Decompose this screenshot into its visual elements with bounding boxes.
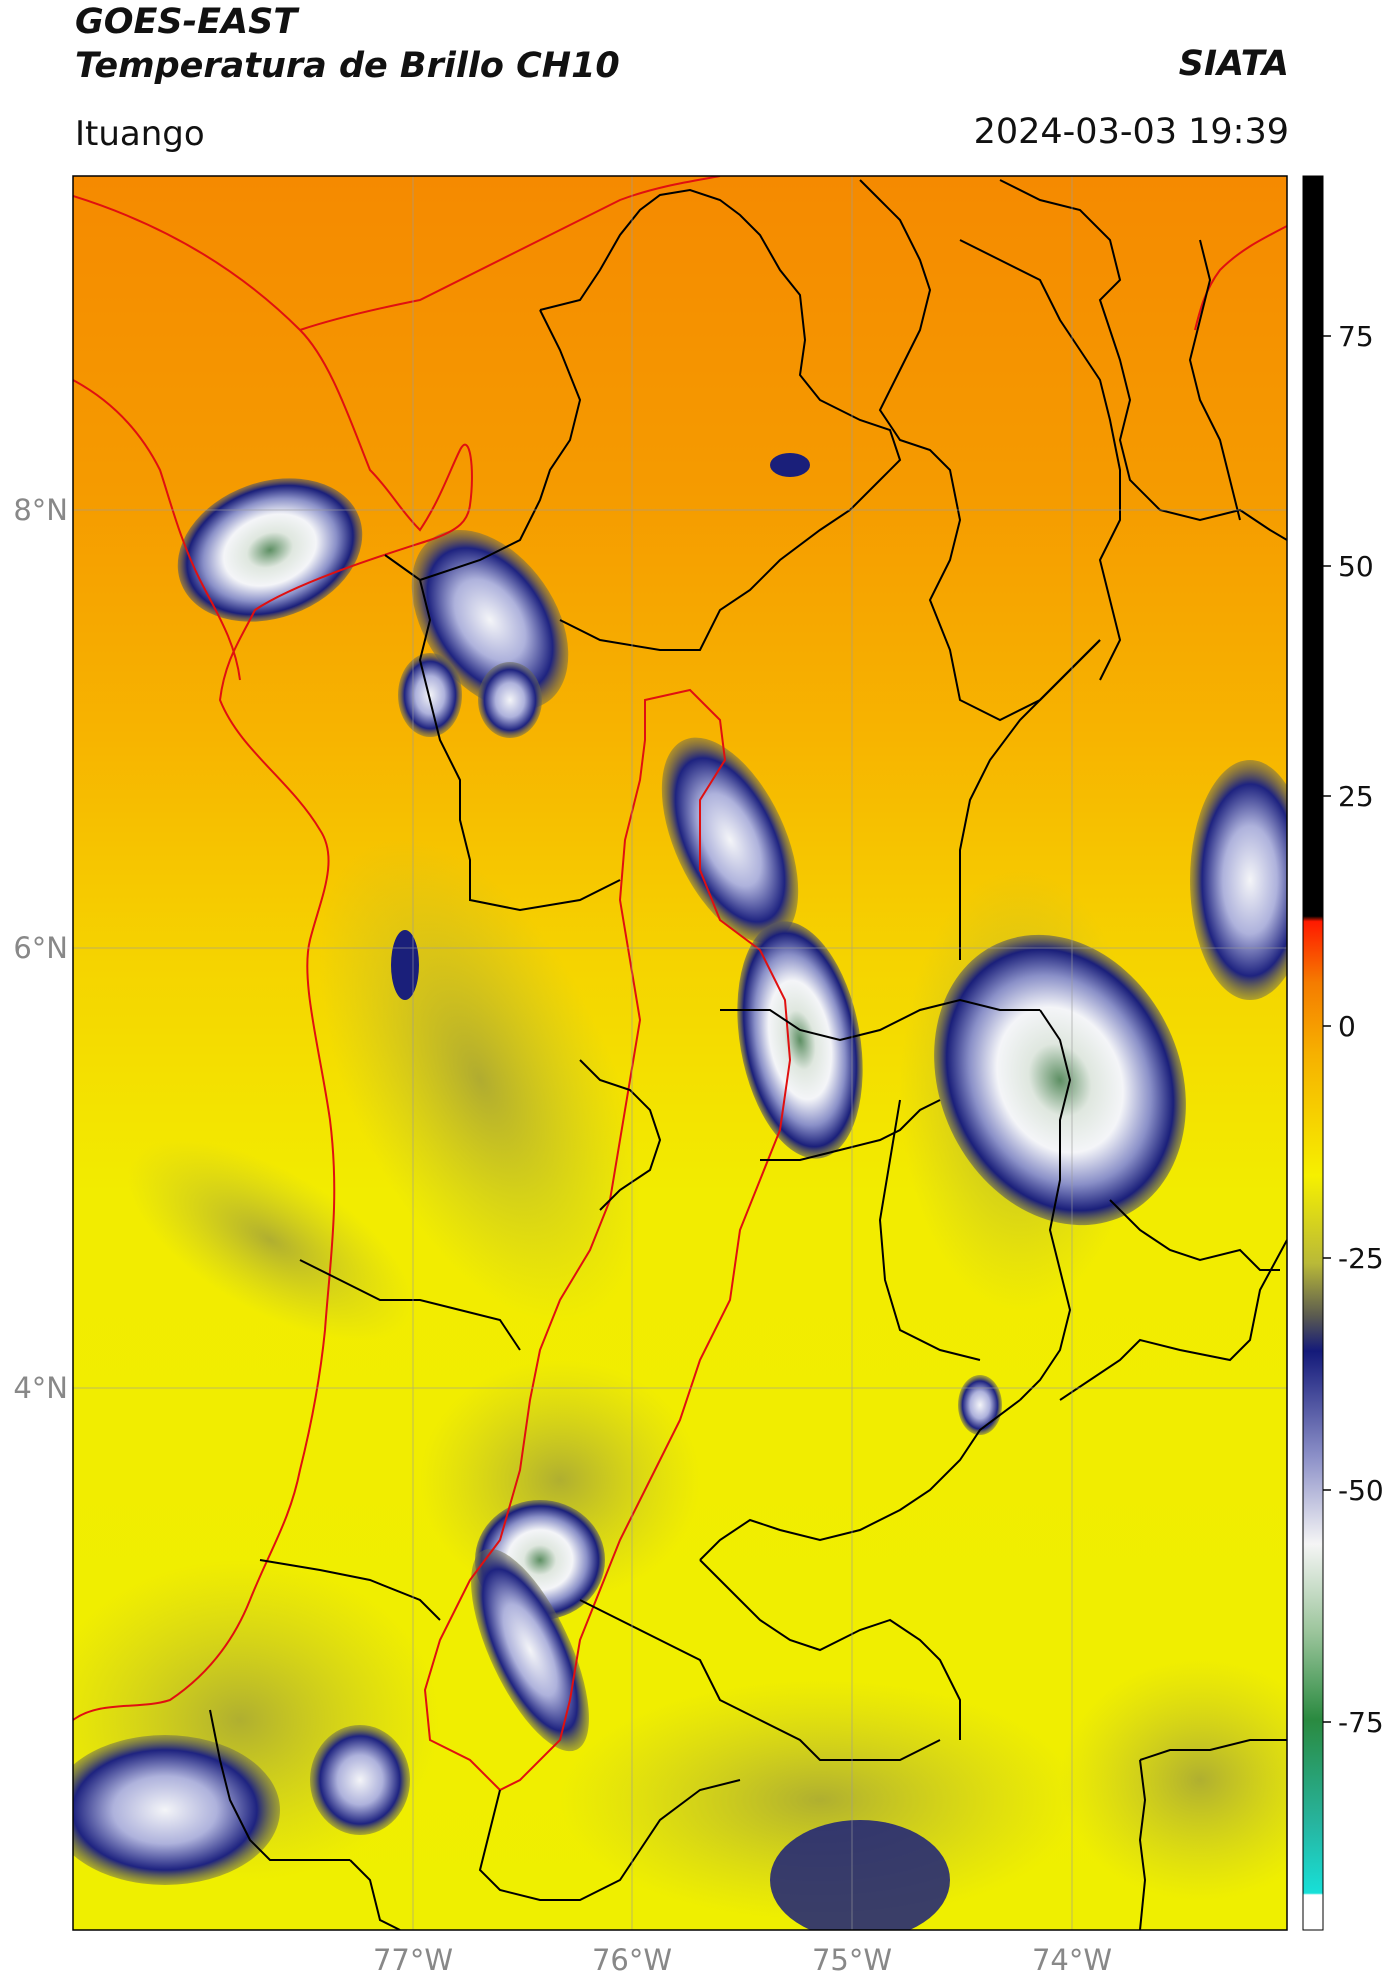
cloud-cell	[398, 653, 462, 737]
satellite-title: GOES-EAST	[75, 2, 298, 42]
colorbar-label-m25: -25	[1338, 1242, 1384, 1275]
border-line	[1109, 1199, 1280, 1271]
border-line	[859, 179, 1101, 722]
title-block: GOES-EAST Temperatura de Brillo CH10	[75, 0, 620, 88]
lat-label-6n: 6°N	[13, 931, 68, 965]
gridlines	[73, 176, 1287, 1930]
colorbar-label-m50: -50	[1338, 1474, 1384, 1507]
colorbar-ticks	[1323, 335, 1331, 1723]
lon-label-75w: 75°W	[812, 1943, 892, 1977]
border-line	[959, 239, 1122, 681]
border-line	[539, 188, 902, 651]
border-line	[259, 1559, 441, 1621]
colorbar-label-m75: -75	[1338, 1706, 1384, 1739]
colorbar-label-50: 50	[1338, 550, 1374, 583]
border-line	[579, 1599, 941, 1761]
border-line	[384, 309, 582, 582]
haze-patch	[560, 1680, 1080, 1920]
cloud-cell	[934, 934, 1186, 1226]
border-line	[999, 179, 1287, 541]
border-line	[1059, 1239, 1287, 1401]
datetime-label: 2024-03-03 19:39	[973, 112, 1289, 152]
lat-label-4n: 4°N	[13, 1371, 68, 1405]
border-line	[1019, 1009, 1072, 1401]
admin-borders	[209, 179, 1287, 1930]
coastline	[299, 176, 721, 331]
border-line	[760, 1099, 941, 1161]
coastline	[1194, 225, 1287, 331]
cloud-cell	[177, 478, 363, 622]
map-frame	[72, 175, 1288, 1931]
cloud-cell	[958, 1375, 1002, 1435]
lon-label-76w: 76°W	[592, 1943, 672, 1977]
border-line	[699, 1399, 1021, 1561]
border-line	[1139, 1739, 1287, 1761]
location-label: Ituango	[75, 114, 205, 154]
border-line	[209, 1709, 350, 1861]
colorbar-label-75: 75	[1338, 320, 1374, 353]
border-line	[478, 1779, 741, 1901]
brand-label: SIATA	[1178, 44, 1289, 84]
lon-label-77w: 77°W	[373, 1943, 453, 1977]
cloud-cell	[478, 662, 542, 738]
cloud-cell	[73, 1735, 280, 1885]
border-line	[299, 1259, 521, 1351]
border-line	[579, 1059, 662, 1211]
haze-patch	[127, 1139, 413, 1341]
cloud-cell	[471, 1548, 589, 1752]
border-line	[959, 639, 1101, 960]
border-line	[418, 579, 621, 912]
colorbar-label-25: 25	[1338, 780, 1374, 813]
colorbar	[1302, 175, 1324, 1931]
cloud-cell	[1190, 760, 1287, 1000]
coastline	[73, 195, 473, 1721]
border-line	[720, 998, 1040, 1042]
border-line	[1138, 1759, 1147, 1930]
product-title: Temperatura de Brillo CH10	[75, 46, 620, 86]
cloud-cell	[661, 737, 799, 943]
coastline	[73, 379, 241, 681]
border-line	[349, 1859, 401, 1930]
highlight-region	[423, 688, 792, 1792]
cloud-cell	[770, 1820, 950, 1930]
border-line	[1188, 239, 1241, 521]
cloud-cell	[737, 921, 863, 1159]
haze-patch	[1060, 1660, 1287, 1900]
cloud-cell	[391, 930, 419, 1000]
lon-label-74w: 74°W	[1032, 1943, 1112, 1977]
border-line	[878, 1099, 981, 1361]
cloud-cell	[310, 1725, 410, 1835]
border-line	[699, 1559, 961, 1740]
cloud-cell	[770, 453, 810, 477]
lat-label-8n: 8°N	[13, 493, 68, 527]
colorbar-label-0: 0	[1338, 1010, 1356, 1043]
